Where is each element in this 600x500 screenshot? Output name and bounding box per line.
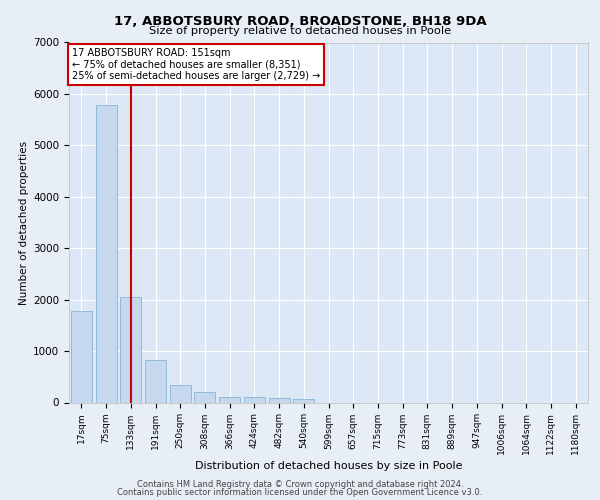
Bar	[170, 385, 191, 402]
Bar	[244, 397, 265, 402]
X-axis label: Distribution of detached houses by size in Poole: Distribution of detached houses by size …	[195, 462, 462, 471]
Text: Contains HM Land Registry data © Crown copyright and database right 2024.: Contains HM Land Registry data © Crown c…	[137, 480, 463, 489]
Bar	[269, 398, 290, 402]
Text: Contains public sector information licensed under the Open Government Licence v3: Contains public sector information licen…	[118, 488, 482, 497]
Bar	[95, 105, 116, 403]
Bar	[194, 392, 215, 402]
Text: Size of property relative to detached houses in Poole: Size of property relative to detached ho…	[149, 26, 451, 36]
Bar	[71, 311, 92, 402]
Text: 17, ABBOTSBURY ROAD, BROADSTONE, BH18 9DA: 17, ABBOTSBURY ROAD, BROADSTONE, BH18 9D…	[113, 15, 487, 28]
Bar	[120, 296, 141, 403]
Y-axis label: Number of detached properties: Number of detached properties	[19, 140, 29, 304]
Bar	[219, 396, 240, 402]
Text: 17 ABBOTSBURY ROAD: 151sqm
← 75% of detached houses are smaller (8,351)
25% of s: 17 ABBOTSBURY ROAD: 151sqm ← 75% of deta…	[71, 48, 320, 81]
Bar	[145, 360, 166, 403]
Bar	[293, 399, 314, 402]
